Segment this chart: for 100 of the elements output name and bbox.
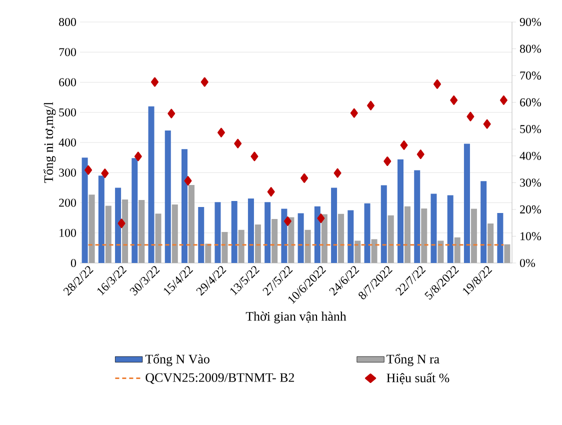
y2-tick-label: 10% (520, 232, 542, 240)
bar (447, 195, 454, 263)
bar (298, 213, 304, 263)
bar (155, 214, 162, 263)
y-tick-label: 200 (59, 198, 76, 207)
bar (321, 214, 328, 263)
bar (264, 202, 271, 263)
bar (488, 224, 494, 263)
y-tick-label: 100 (60, 228, 76, 237)
y2-tick-label: 0% (520, 258, 536, 268)
bar (398, 159, 404, 263)
bar (231, 200, 238, 263)
bar (348, 210, 354, 263)
y-tick-label: 300 (59, 168, 76, 177)
legend-label: Tổng N Vào (145, 354, 210, 366)
y2-tick-label: 80% (520, 44, 542, 53)
point (416, 150, 424, 160)
y2-tick-label: 60% (520, 98, 542, 106)
bar (430, 194, 437, 263)
bar (272, 219, 278, 263)
bar (88, 194, 95, 263)
legend-label: Hiệu suất % (386, 372, 450, 384)
bar (454, 237, 460, 263)
bar (281, 208, 288, 263)
bar (314, 206, 320, 263)
bar (148, 106, 154, 263)
bar (115, 188, 122, 263)
y-tick-label: 600 (59, 78, 76, 86)
y2-tick-label: 30% (520, 178, 542, 187)
point (334, 168, 342, 178)
bar (222, 232, 228, 263)
bar (188, 184, 194, 263)
y-tick-label: 700 (59, 48, 76, 56)
point (466, 112, 474, 122)
point (317, 214, 325, 224)
y-tick-label: 500 (59, 108, 76, 116)
bar (122, 199, 128, 263)
y2-tick-label: 90% (520, 18, 542, 26)
y2-tick-label: 20% (520, 205, 542, 214)
point (284, 216, 292, 226)
point (134, 152, 142, 162)
point (400, 140, 408, 150)
point (300, 173, 308, 183)
bar (354, 240, 361, 263)
legend-label: Tổng N ra (386, 354, 440, 366)
point (84, 165, 92, 175)
y2-tick-label: 40% (520, 152, 542, 160)
bar (105, 206, 112, 263)
point (267, 187, 275, 197)
point (500, 95, 508, 105)
bar (238, 230, 244, 263)
point (367, 100, 375, 110)
point (433, 79, 441, 89)
point (151, 77, 159, 87)
bar (331, 188, 338, 263)
y2-tick-label: 50% (520, 125, 542, 134)
legend-label: QCVN25:2009/BTNMT- B2 (146, 373, 294, 384)
bar (364, 203, 370, 263)
bar (388, 215, 394, 263)
bar (248, 198, 254, 263)
bar (164, 130, 171, 263)
bar (205, 244, 212, 263)
bar (414, 170, 420, 263)
bar (421, 208, 428, 263)
bar (404, 206, 410, 263)
bar (198, 206, 204, 263)
point (450, 95, 458, 105)
bar (254, 224, 261, 263)
bar (214, 202, 221, 263)
bar (338, 214, 344, 263)
y-tick-label: 400 (58, 138, 76, 147)
bar (304, 230, 311, 263)
y-tick-label: 800 (59, 18, 76, 26)
point (350, 108, 358, 118)
point (217, 128, 225, 138)
x-axis-title: Thời gian vận hành (246, 312, 346, 324)
point (168, 108, 176, 118)
bar (438, 240, 444, 263)
point (234, 138, 242, 148)
bar (98, 176, 104, 263)
y2-tick-label: 70% (520, 72, 542, 80)
bar (138, 200, 145, 263)
point (184, 176, 192, 186)
point (250, 152, 258, 162)
bar (480, 181, 487, 263)
y-axis-title: Tổng ni tơ,mg/l (44, 102, 56, 183)
bar (371, 239, 378, 263)
bar (288, 217, 294, 263)
bar (380, 185, 387, 263)
point (200, 77, 208, 87)
point (384, 156, 392, 166)
bar (82, 158, 88, 263)
bar (132, 158, 138, 263)
bar (464, 144, 470, 263)
bar (470, 208, 477, 263)
y-tick-label: 0 (70, 258, 76, 268)
point (483, 119, 491, 129)
bar (182, 149, 188, 263)
point (118, 218, 126, 228)
bar (497, 212, 504, 263)
